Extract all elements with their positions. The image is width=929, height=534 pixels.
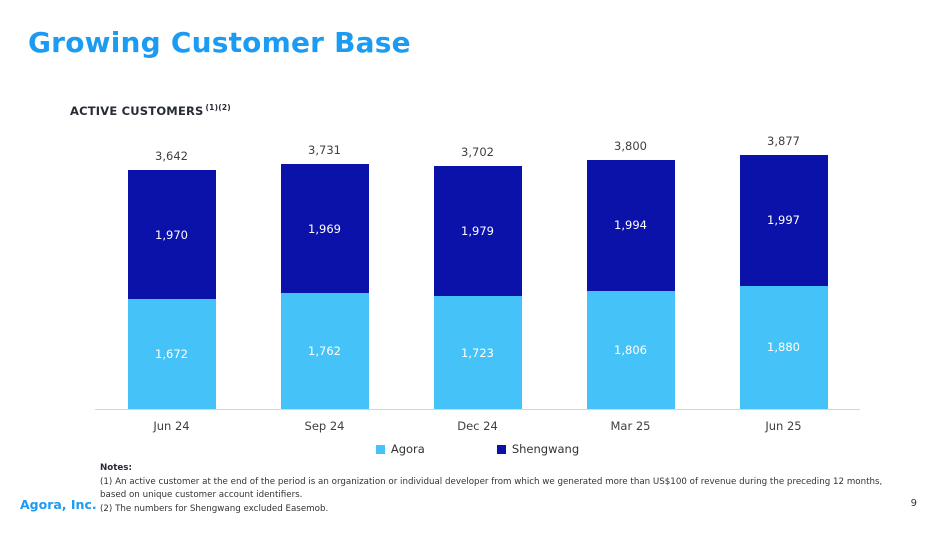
stacked-bar: 1,994 1,806 bbox=[586, 159, 675, 409]
stacked-bar: 1,997 1,880 bbox=[739, 154, 828, 409]
stacked-bar: 1,969 1,762 bbox=[280, 164, 369, 409]
bar-column: 3,731 1,969 1,762 bbox=[248, 133, 401, 409]
x-axis-label: Jun 25 bbox=[765, 419, 802, 433]
chart-title: ACTIVE CUSTOMERS (1)(2) bbox=[70, 103, 231, 118]
legend-label: Shengwang bbox=[511, 442, 580, 456]
page-number: 9 bbox=[910, 498, 917, 509]
bar-column: 3,702 1,979 1,723 bbox=[401, 133, 554, 409]
chart-title-text: ACTIVE CUSTOMERS bbox=[70, 103, 204, 118]
chart-legend: Agora Shengwang bbox=[95, 442, 860, 456]
notes-section: Notes: (1) An active customer at the end… bbox=[100, 463, 892, 518]
bar-total-label: 3,877 bbox=[767, 133, 800, 148]
bar-column: 3,800 1,994 1,806 bbox=[554, 133, 707, 409]
x-axis-label: Mar 25 bbox=[610, 419, 651, 433]
bar-segment-shengwang: 1,979 bbox=[433, 166, 522, 296]
notes-list: (1) An active customer at the end of the… bbox=[100, 476, 892, 516]
legend-label: Agora bbox=[390, 442, 425, 456]
x-axis-label: Jun 24 bbox=[153, 419, 190, 433]
legend-swatch-icon bbox=[375, 444, 385, 454]
stacked-bar: 1,979 1,723 bbox=[433, 166, 522, 409]
page-title: Growing Customer Base bbox=[28, 26, 411, 59]
bar-segment-agora: 1,672 bbox=[127, 299, 216, 409]
note-item: (1) An active customer at the end of the… bbox=[100, 477, 883, 500]
legend-item-agora: Agora bbox=[375, 442, 425, 456]
stacked-bar-chart: 3,642 1,970 1,672 3,731 1,969 1,762 3,702 1,979… bbox=[95, 133, 860, 409]
chart-title-footnote-ref: (1)(2) bbox=[205, 103, 231, 112]
legend-swatch-icon bbox=[496, 444, 506, 454]
notes-heading: Notes: bbox=[100, 463, 132, 473]
legend-item-shengwang: Shengwang bbox=[496, 442, 580, 456]
bar-segment-shengwang: 1,970 bbox=[127, 170, 216, 300]
x-axis-line bbox=[95, 409, 860, 410]
note-item: (2) The numbers for Shengwang excluded E… bbox=[100, 504, 329, 515]
bar-total-label: 3,800 bbox=[614, 138, 647, 153]
bar-column: 3,877 1,997 1,880 bbox=[707, 133, 860, 409]
bar-total-label: 3,731 bbox=[308, 143, 341, 158]
brand-logo-text: Agora, Inc. bbox=[20, 497, 97, 512]
bar-total-label: 3,702 bbox=[461, 145, 494, 160]
bar-segment-agora: 1,806 bbox=[586, 290, 675, 409]
x-axis-label: Dec 24 bbox=[457, 419, 498, 433]
bar-segment-agora: 1,723 bbox=[433, 296, 522, 409]
x-axis-labels: Jun 24 Sep 24 Dec 24 Mar 25 Jun 25 bbox=[95, 419, 860, 433]
bar-segment-shengwang: 1,969 bbox=[280, 164, 369, 294]
bar-total-label: 3,642 bbox=[155, 149, 188, 164]
bar-segment-agora: 1,880 bbox=[739, 285, 828, 409]
bar-column: 3,642 1,970 1,672 bbox=[95, 133, 248, 409]
bar-segment-shengwang: 1,994 bbox=[586, 159, 675, 291]
bar-segment-shengwang: 1,997 bbox=[739, 154, 828, 286]
stacked-bar: 1,970 1,672 bbox=[127, 170, 216, 409]
x-axis-label: Sep 24 bbox=[304, 419, 345, 433]
bar-segment-agora: 1,762 bbox=[280, 293, 369, 409]
